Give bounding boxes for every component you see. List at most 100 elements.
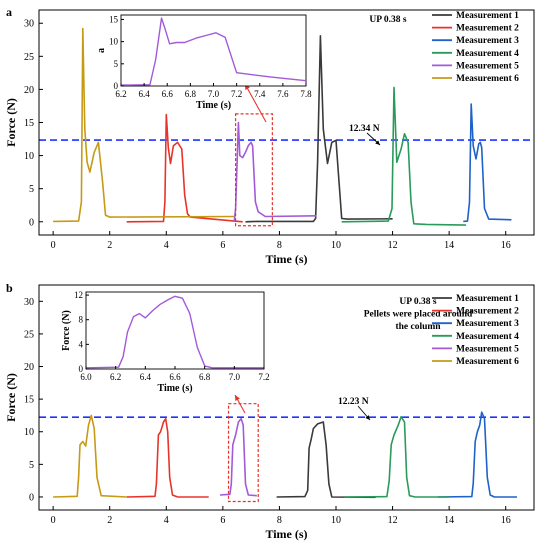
highlight-box <box>234 113 273 227</box>
inset-y-tick-label: 4 <box>79 339 84 349</box>
x-tick-label: 16 <box>501 240 511 251</box>
axes-frame <box>38 284 535 511</box>
inset-y-tick-label: 15 <box>109 14 119 24</box>
x-tick-label: 4 <box>164 240 169 251</box>
y-tick-label: 25 <box>24 329 34 340</box>
series-group <box>53 411 517 499</box>
inset-series-line <box>85 295 264 369</box>
x-tick-label: 14 <box>444 240 454 251</box>
legend-label: Measurement 5 <box>456 344 519 354</box>
y-tick-label: 5 <box>29 460 34 471</box>
series-line-3 <box>463 103 512 223</box>
x-tick-label: 0 <box>51 240 56 251</box>
y-tick-label: 20 <box>24 85 34 96</box>
x-tick-label: 10 <box>331 515 341 526</box>
series-group <box>53 27 512 226</box>
x-tick-label: 14 <box>444 515 454 526</box>
series-line-6 <box>53 27 235 223</box>
series-line-3 <box>437 411 517 498</box>
threshold-arrow-head <box>365 415 370 420</box>
x-tick-label: 0 <box>51 515 56 526</box>
series-line-1 <box>276 421 376 499</box>
inset-frame <box>120 14 307 87</box>
highlight-box <box>227 403 259 503</box>
series-line-2 <box>126 417 209 498</box>
x-tick-label: 8 <box>277 240 282 251</box>
panel-b: b 0 2 4 6 8 10 12 14 16 0 5 10 15 20 25 30 Time (s) Force … <box>4 281 535 541</box>
series-line-4 <box>344 415 450 498</box>
inset-x-tick-label: 6.4 <box>139 89 151 99</box>
panel-a: a 0 2 4 6 8 10 12 14 16 0 5 10 15 20 25 30 Time (s) Force … <box>4 5 535 266</box>
inset-frame <box>85 291 265 370</box>
annotation-title: UP 0.38 s <box>399 297 437 307</box>
inset-x-tick-label: 7.2 <box>231 89 242 99</box>
x-tick-label: 6 <box>220 515 225 526</box>
series-line-4 <box>341 86 467 226</box>
x-tick-label: 12 <box>388 240 398 251</box>
x-axis-label: Time (s) <box>265 252 307 266</box>
x-axis-label: Time (s) <box>265 527 307 541</box>
inset-x-tick-label: 6.6 <box>169 372 181 382</box>
x-tick-label: 4 <box>164 515 169 526</box>
series-line-5 <box>219 417 257 497</box>
legend-label: Measurement 1 <box>456 294 519 304</box>
series-line-1 <box>245 34 393 223</box>
threshold-arrow-head <box>375 140 380 145</box>
inset-x-tick-label: 6.8 <box>185 89 197 99</box>
y-tick-label: 30 <box>24 297 34 308</box>
series-line-5 <box>233 121 317 222</box>
y-tick-label: 5 <box>29 184 34 195</box>
series-line-2 <box>126 113 243 223</box>
x-tick-label: 8 <box>277 515 282 526</box>
inset-x-tick-label: 7.0 <box>208 89 220 99</box>
panel-label: b <box>6 281 13 295</box>
x-tick-label: 10 <box>331 240 341 251</box>
y-tick-label: 20 <box>24 362 34 373</box>
inset-x-tick-label: 7.0 <box>229 372 241 382</box>
inset-x-tick-label: 6.2 <box>115 89 126 99</box>
inset-y-tick-label: 0 <box>79 364 84 374</box>
zoom-arrow-head <box>235 395 240 401</box>
threshold-label: 12.23 N <box>338 397 369 407</box>
y-tick-label: 10 <box>24 151 34 162</box>
x-tick-label: 6 <box>220 240 225 251</box>
y-tick-label: 15 <box>24 118 34 129</box>
y-axis-label: Force (N) <box>4 373 18 422</box>
x-tick-label: 16 <box>501 515 511 526</box>
annotation-line: Pellets were placed around <box>364 310 473 320</box>
inset-x-tick-label: 7.4 <box>254 89 266 99</box>
y-tick-label: 0 <box>29 492 34 503</box>
inset-x-tick-label: 7.6 <box>277 89 289 99</box>
legend-label: Measurement 6 <box>456 74 519 84</box>
y-tick-label: 15 <box>24 395 34 406</box>
inset-x-tick-label: 7.2 <box>258 372 269 382</box>
zoom-arrow <box>244 83 267 123</box>
inset-y-axis-label: a <box>96 48 107 53</box>
inset-x-axis-label: Time (s) <box>157 383 192 394</box>
y-tick-label: 25 <box>24 52 34 63</box>
legend-label: Measurement 2 <box>456 307 519 317</box>
series-line-6 <box>53 414 127 498</box>
legend-label: Measurement 3 <box>456 319 519 329</box>
legend-label: Measurement 3 <box>456 36 519 46</box>
inset-y-axis-label: Force (N) <box>61 310 72 351</box>
inset-x-tick-label: 6.0 <box>80 372 92 382</box>
y-tick-label: 0 <box>29 217 34 228</box>
inset-y-tick-label: 8 <box>79 315 84 325</box>
y-axis-label: Force (N) <box>4 98 18 147</box>
x-tick-label: 12 <box>388 515 398 526</box>
threshold-label: 12.34 N <box>349 124 380 134</box>
annotation-line: the column <box>395 322 441 332</box>
inset-series-line <box>120 17 307 86</box>
inset-x-tick-label: 6.2 <box>110 372 121 382</box>
inset-y-tick-label: 10 <box>109 37 119 47</box>
x-tick-label: 2 <box>107 515 112 526</box>
legend-label: Measurement 2 <box>456 24 519 34</box>
inset-x-axis-label: Time (s) <box>196 100 231 111</box>
annotation-title: UP 0.38 s <box>369 15 407 25</box>
inset-x-tick-label: 6.6 <box>162 89 174 99</box>
legend-label: Measurement 4 <box>456 49 519 59</box>
inset-x-tick-label: 7.8 <box>300 89 312 99</box>
inset-y-tick-label: 5 <box>114 59 119 69</box>
